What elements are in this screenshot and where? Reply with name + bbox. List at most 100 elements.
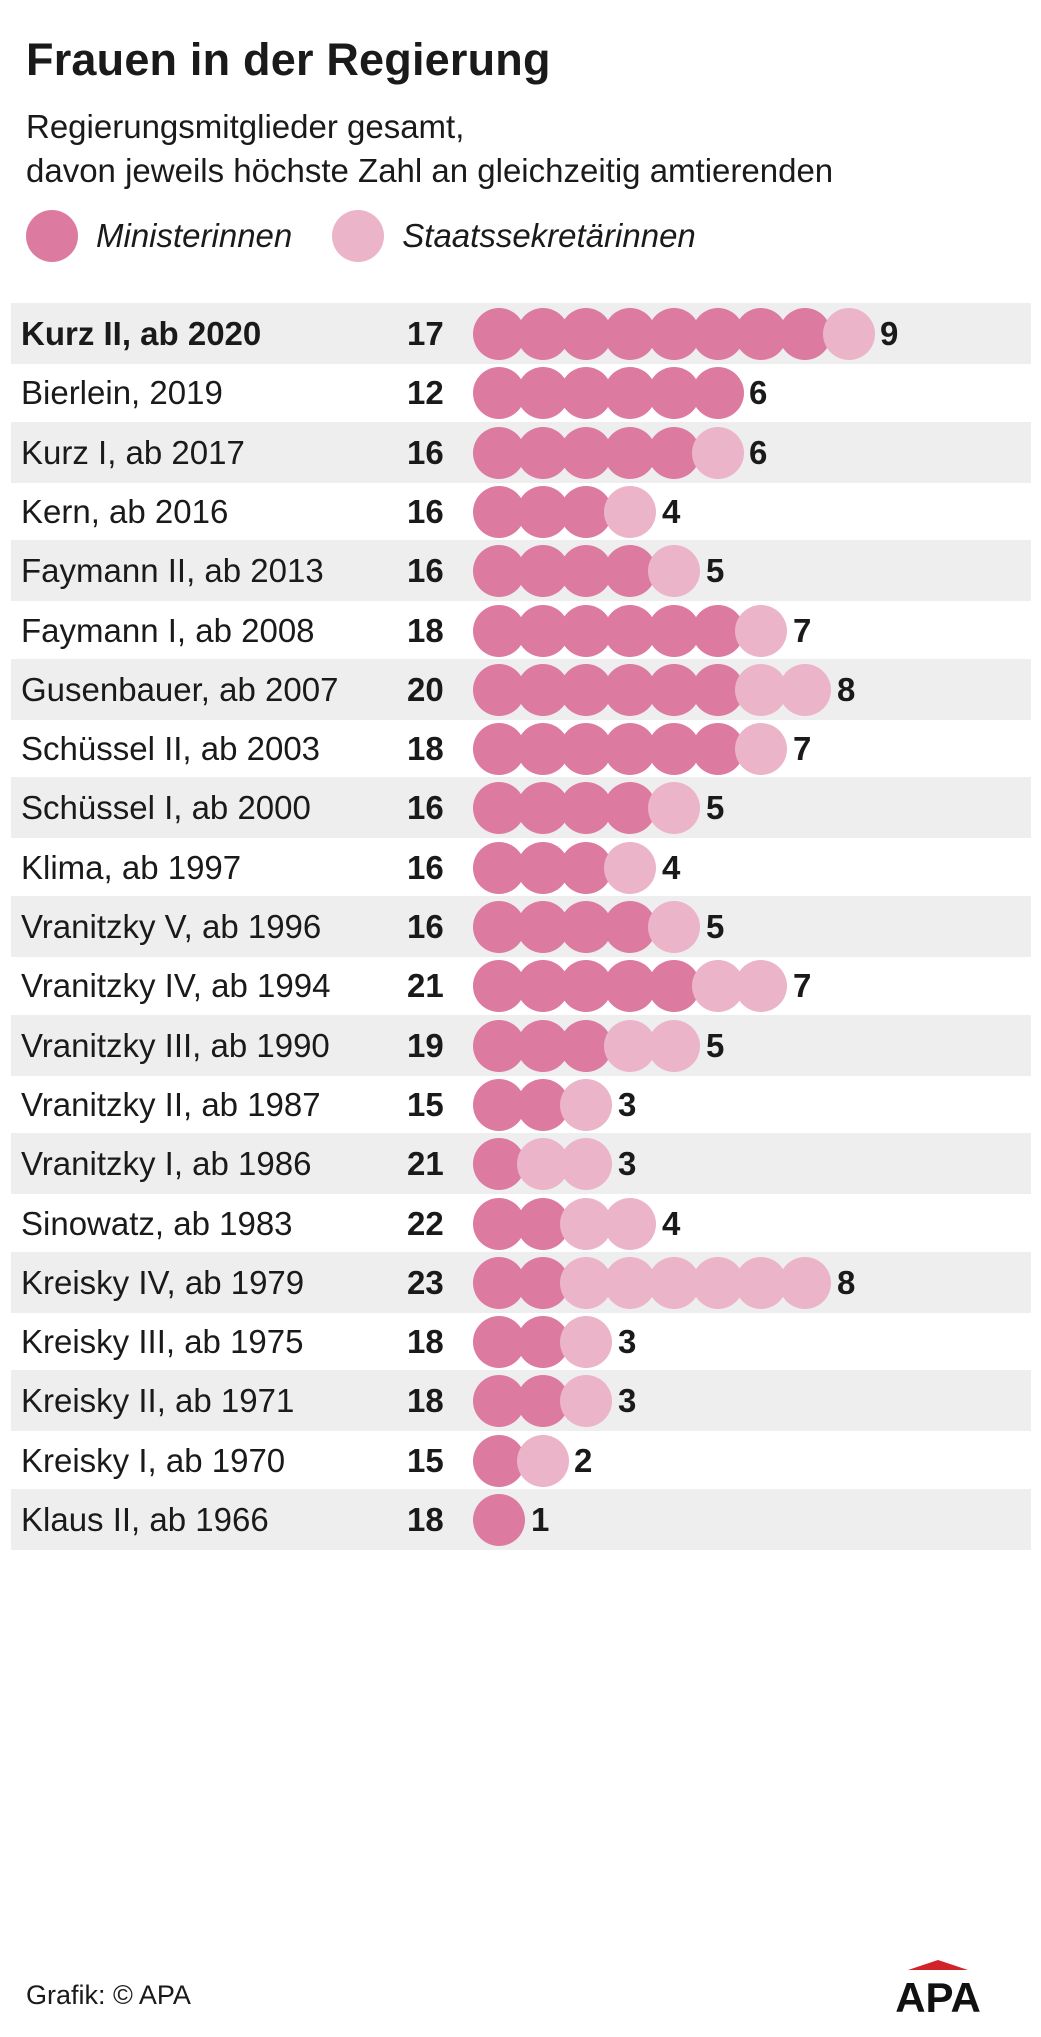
members-total: 23: [407, 1264, 444, 1301]
table-row: Kern, ab 2016 16 4: [11, 481, 1031, 542]
government-name: Vranitzky IV, ab 1994: [21, 967, 331, 1004]
legend-secretaries-dot: [332, 210, 385, 262]
table-row: Kreisky II, ab 1971 18 3: [11, 1370, 1031, 1431]
minister-dot: [473, 1494, 525, 1546]
women-count: 6: [749, 434, 768, 471]
secretary-dot: [560, 1316, 612, 1368]
women-count: 8: [837, 1264, 856, 1301]
logo-text: APA: [895, 1974, 981, 2021]
government-name: Kurz II, ab 2020: [21, 315, 262, 352]
minister-dot: [473, 1138, 525, 1190]
members-total: 16: [407, 552, 444, 589]
members-total: 16: [407, 789, 444, 826]
members-total: 18: [407, 1501, 444, 1538]
secretary-dot: [604, 486, 656, 538]
women-count: 7: [793, 612, 812, 649]
table-row: Kurz II, ab 2020 17 9: [11, 303, 1031, 364]
table-row: Vranitzky I, ab 1986 21 3: [11, 1133, 1031, 1194]
government-name: Klaus II, ab 1966: [21, 1501, 269, 1538]
table-row: Gusenbauer, ab 2007 20 8: [11, 659, 1031, 720]
women-count: 4: [662, 493, 681, 530]
minister-dot: [604, 367, 656, 419]
minister-dot: [560, 901, 612, 953]
members-total: 18: [407, 1382, 444, 1419]
members-total: 18: [407, 1323, 444, 1360]
women-count: 4: [662, 849, 681, 886]
minister-dot: [604, 308, 656, 360]
minister-dot: [560, 545, 612, 597]
minister-dot: [473, 486, 525, 538]
logo-roof: [908, 1960, 968, 1970]
government-name: Kreisky III, ab 1975: [21, 1323, 304, 1360]
minister-dot: [473, 1435, 525, 1487]
minister-dot: [473, 367, 525, 419]
government-name: Faymann II, ab 2013: [21, 552, 324, 589]
table-row: Kreisky I, ab 1970 15 2: [11, 1430, 1031, 1491]
minister-dot: [604, 901, 656, 953]
secretary-dot: [560, 1257, 612, 1309]
minister-dot: [604, 427, 656, 479]
members-total: 16: [407, 908, 444, 945]
women-count: 5: [706, 552, 725, 589]
government-name: Schüssel II, ab 2003: [21, 730, 321, 767]
minister-dot: [560, 427, 612, 479]
legend-secretaries-label: Staatssekretärinnen: [402, 217, 696, 254]
government-name: Kern, ab 2016: [21, 493, 229, 530]
table-row: Klima, ab 1997 16 4: [11, 837, 1031, 898]
table-row: Kreisky IV, ab 1979 23 8: [11, 1252, 1031, 1313]
minister-dot: [560, 782, 612, 834]
secretary-dot: [648, 782, 700, 834]
table-row: Sinowatz, ab 1983 22 4: [11, 1193, 1031, 1254]
chart-subtitle: Regierungsmitglieder gesamt, davon jewei…: [26, 105, 833, 193]
minister-dot: [473, 1257, 525, 1309]
government-name: Vranitzky II, ab 1987: [21, 1086, 321, 1123]
government-name: Kreisky IV, ab 1979: [21, 1264, 305, 1301]
secretary-dot: [648, 545, 700, 597]
members-total: 21: [407, 1145, 444, 1182]
minister-dot: [560, 308, 612, 360]
secretary-dot: [735, 1257, 787, 1309]
minister-dot: [648, 308, 700, 360]
government-name: Vranitzky I, ab 1986: [21, 1145, 312, 1182]
minister-dot: [648, 723, 700, 775]
government-name: Bierlein, 2019: [21, 374, 223, 411]
legend-ministers-label: Ministerinnen: [96, 217, 293, 254]
legend: Ministerinnen Staatssekretärinnen: [26, 210, 736, 262]
secretary-dot: [560, 1138, 612, 1190]
secretary-dot: [604, 842, 656, 894]
minister-dot: [560, 960, 612, 1012]
secretary-dot: [560, 1375, 612, 1427]
minister-dot: [604, 782, 656, 834]
minister-dot: [735, 308, 787, 360]
minister-dot: [604, 664, 656, 716]
minister-dot: [560, 1020, 612, 1072]
minister-dot: [560, 842, 612, 894]
source-credit: Grafik: © APA: [26, 1980, 191, 2010]
women-count: 9: [880, 315, 899, 352]
minister-dot: [473, 545, 525, 597]
members-total: 17: [407, 315, 444, 352]
women-count: 5: [706, 789, 725, 826]
minister-dot: [473, 842, 525, 894]
table-row: Faymann II, ab 2013 16 5: [11, 540, 1031, 601]
members-total: 21: [407, 967, 444, 1004]
minister-dot: [473, 308, 525, 360]
government-name: Schüssel I, ab 2000: [21, 789, 311, 826]
secretary-dot: [604, 1020, 656, 1072]
members-total: 16: [407, 849, 444, 886]
table-row: Kurz I, ab 2017 16 6: [11, 422, 1031, 483]
women-count: 5: [706, 1027, 725, 1064]
minister-dot: [604, 545, 656, 597]
women-count: 4: [662, 1205, 681, 1242]
government-name: Sinowatz, ab 1983: [21, 1205, 293, 1242]
minister-dot: [473, 1198, 525, 1250]
minister-dot: [473, 427, 525, 479]
members-total: 18: [407, 612, 444, 649]
secretary-dot: [560, 1198, 612, 1250]
women-count: 7: [793, 730, 812, 767]
secretary-dot: [517, 1435, 569, 1487]
minister-dot: [604, 723, 656, 775]
minister-dot: [473, 1020, 525, 1072]
minister-dot: [473, 605, 525, 657]
minister-dot: [473, 664, 525, 716]
